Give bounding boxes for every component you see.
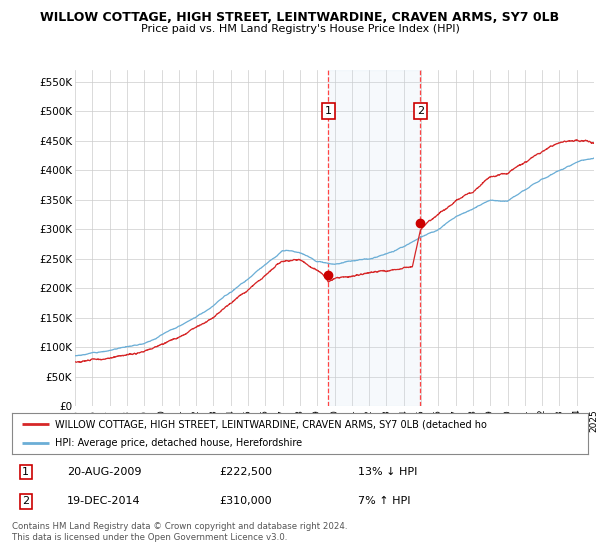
Text: £310,000: £310,000 xyxy=(220,496,272,506)
Text: 7% ↑ HPI: 7% ↑ HPI xyxy=(358,496,410,506)
Text: Contains HM Land Registry data © Crown copyright and database right 2024.: Contains HM Land Registry data © Crown c… xyxy=(12,522,347,531)
Text: WILLOW COTTAGE, HIGH STREET, LEINTWARDINE, CRAVEN ARMS, SY7 0LB: WILLOW COTTAGE, HIGH STREET, LEINTWARDIN… xyxy=(40,11,560,24)
Text: WILLOW COTTAGE, HIGH STREET, LEINTWARDINE, CRAVEN ARMS, SY7 0LB (detached ho: WILLOW COTTAGE, HIGH STREET, LEINTWARDIN… xyxy=(55,419,487,429)
Text: 1: 1 xyxy=(22,467,29,477)
Bar xyxy=(328,70,421,406)
Text: 2: 2 xyxy=(22,496,29,506)
Text: 19-DEC-2014: 19-DEC-2014 xyxy=(67,496,140,506)
Text: This data is licensed under the Open Government Licence v3.0.: This data is licensed under the Open Gov… xyxy=(12,533,287,542)
Text: 1: 1 xyxy=(325,106,332,116)
Text: Price paid vs. HM Land Registry's House Price Index (HPI): Price paid vs. HM Land Registry's House … xyxy=(140,24,460,34)
Text: HPI: Average price, detached house, Herefordshire: HPI: Average price, detached house, Here… xyxy=(55,438,302,447)
Text: 2: 2 xyxy=(417,106,424,116)
Text: 20-AUG-2009: 20-AUG-2009 xyxy=(67,467,141,477)
Text: £222,500: £222,500 xyxy=(220,467,272,477)
Text: 13% ↓ HPI: 13% ↓ HPI xyxy=(358,467,417,477)
